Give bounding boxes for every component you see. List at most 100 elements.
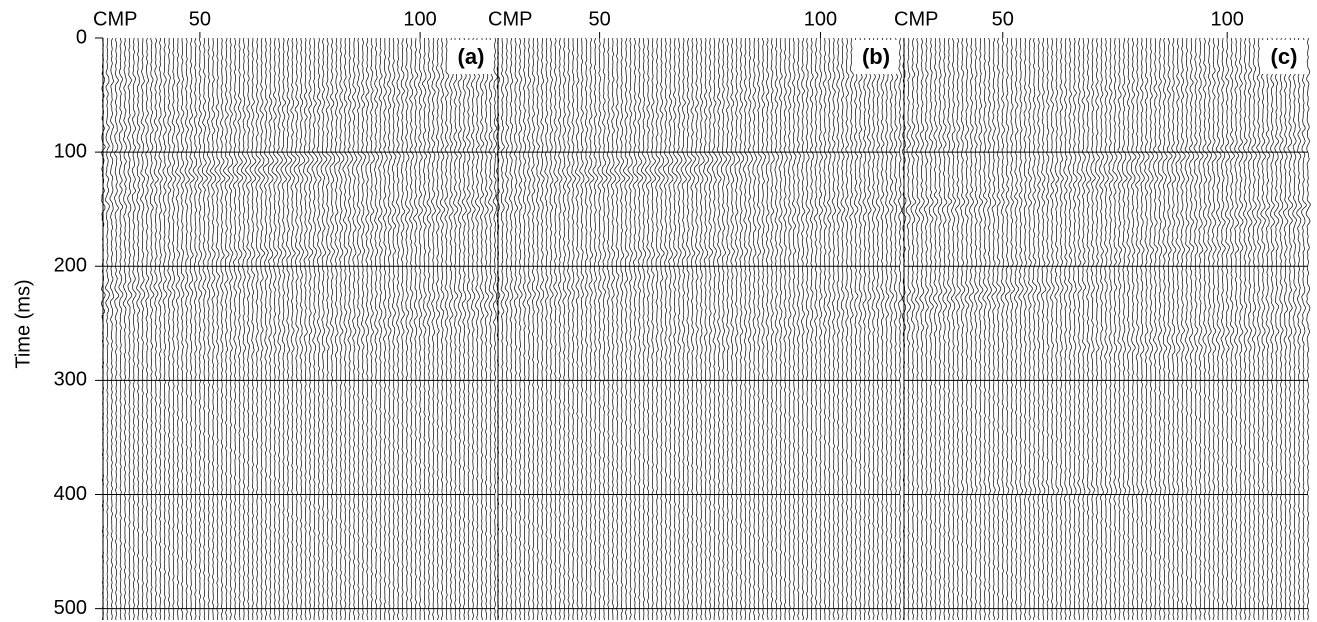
trace [693, 37, 700, 621]
trace [325, 37, 332, 621]
trace [1175, 37, 1181, 621]
trace [765, 37, 770, 621]
trace [1148, 37, 1154, 621]
panel-label: (c) [1271, 44, 1298, 69]
trace [1296, 37, 1302, 621]
trace [1004, 37, 1011, 621]
trace [171, 37, 177, 621]
trace [396, 37, 401, 621]
trace [614, 37, 621, 621]
trace [1108, 37, 1114, 621]
trace [1305, 37, 1311, 621]
trace [262, 37, 270, 621]
trace [822, 37, 828, 621]
trace [470, 37, 476, 621]
trace [245, 37, 252, 621]
trace [738, 37, 745, 621]
trace [1050, 37, 1055, 621]
trace [109, 37, 115, 621]
trace [978, 37, 984, 621]
trace [796, 37, 801, 621]
trace [118, 37, 124, 621]
trace [448, 37, 454, 621]
trace [549, 37, 554, 621]
trace [1184, 38, 1191, 621]
trace [571, 37, 576, 621]
trace [188, 37, 195, 621]
trace [729, 37, 735, 621]
trace [1059, 37, 1064, 621]
trace [369, 37, 375, 621]
trace [1242, 37, 1248, 621]
trace [1045, 37, 1051, 621]
trace [742, 37, 749, 621]
trace [316, 37, 323, 621]
x-axis-label: CMP [93, 8, 137, 30]
trace [1238, 37, 1244, 621]
trace [1018, 37, 1024, 621]
trace [531, 37, 536, 621]
trace [658, 37, 665, 621]
trace [258, 37, 266, 621]
trace [1229, 37, 1235, 620]
trace [609, 37, 616, 621]
trace [1036, 37, 1041, 621]
trace [996, 37, 1002, 621]
trace [484, 37, 489, 621]
trace [306, 37, 314, 621]
trace [627, 37, 634, 621]
panel-label: (a) [458, 44, 485, 69]
trace [960, 37, 966, 621]
trace [422, 37, 427, 620]
trace [968, 37, 975, 621]
trace [219, 37, 226, 621]
trace [302, 37, 310, 621]
trace [849, 37, 854, 621]
trace [606, 37, 612, 621]
trace [858, 37, 863, 620]
trace [1224, 37, 1231, 621]
trace [910, 37, 917, 621]
trace [334, 37, 341, 621]
trace [787, 37, 793, 621]
trace [526, 37, 532, 621]
trace [918, 37, 925, 621]
x-tick-label: 50 [588, 8, 610, 30]
trace [893, 37, 899, 621]
trace [574, 37, 581, 621]
trace [1072, 37, 1078, 621]
trace [1215, 37, 1222, 621]
trace [311, 37, 319, 621]
trace [942, 37, 948, 621]
trace [1000, 37, 1006, 621]
trace [1193, 37, 1199, 621]
trace [153, 37, 159, 621]
trace [202, 37, 208, 621]
trace [426, 37, 432, 621]
trace [280, 37, 287, 621]
trace [853, 37, 859, 621]
trace [1081, 37, 1087, 621]
y-tick-label: 100 [54, 140, 87, 162]
trace [1211, 37, 1217, 621]
trace [1283, 37, 1289, 621]
trace [338, 37, 345, 621]
trace [149, 37, 155, 621]
panel-label-box [449, 40, 493, 74]
trace [361, 37, 367, 621]
trace [756, 37, 762, 621]
trace [955, 37, 961, 621]
trace [232, 37, 239, 621]
trace [584, 37, 590, 621]
trace [711, 37, 718, 621]
trace [562, 37, 567, 621]
trace [131, 37, 137, 621]
trace [127, 37, 133, 621]
trace [703, 37, 709, 621]
trace [770, 37, 775, 621]
trace [267, 37, 274, 621]
trace [818, 37, 823, 621]
trace [1247, 37, 1253, 621]
trace [636, 38, 643, 621]
trace [1171, 37, 1177, 621]
